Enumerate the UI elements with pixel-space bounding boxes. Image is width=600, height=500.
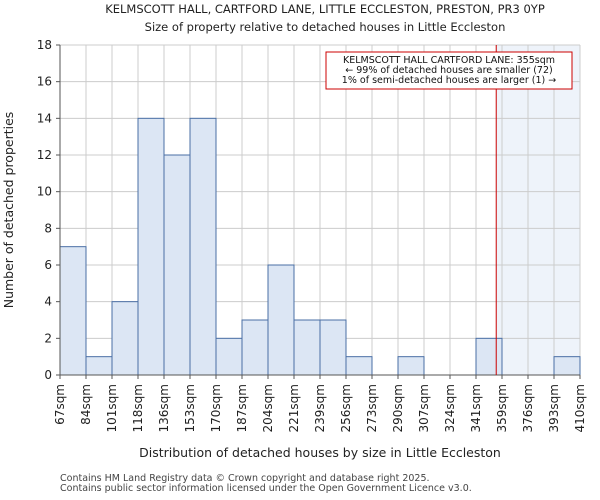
histogram-bar xyxy=(553,356,581,376)
x-tick-label: 187sqm xyxy=(235,384,249,432)
chart-title: KELMSCOTT HALL, CARTFORD LANE, LITTLE EC… xyxy=(105,2,545,16)
x-tick-label: 393sqm xyxy=(547,384,561,432)
footer-line-1: Contains HM Land Registry data © Crown c… xyxy=(60,473,430,484)
y-tick-label: 10 xyxy=(37,185,52,199)
histogram-bar xyxy=(137,117,165,376)
y-tick-label: 6 xyxy=(44,258,52,272)
x-tick-label: 256sqm xyxy=(339,384,353,432)
x-tick-label: 136sqm xyxy=(157,384,171,432)
x-tick-label: 307sqm xyxy=(417,384,431,432)
footer-attribution: Contains HM Land Registry data © Crown c… xyxy=(60,474,472,494)
y-tick-label: 0 xyxy=(44,368,52,382)
x-tick-label: 170sqm xyxy=(209,384,223,432)
histogram-bar xyxy=(267,264,295,376)
y-tick-label: 18 xyxy=(37,38,52,52)
histogram-bar xyxy=(475,337,503,376)
y-axis-label: Number of detached properties xyxy=(1,112,16,309)
x-tick-label: 410sqm xyxy=(573,384,587,432)
annotation-box xyxy=(325,51,573,90)
y-tick-label: 16 xyxy=(37,75,52,89)
histogram-chart: KELMSCOTT HALL, CARTFORD LANE, LITTLE EC… xyxy=(1,2,587,460)
x-tick-label: 376sqm xyxy=(521,384,535,432)
annotation-line: ← 99% of detached houses are smaller (72… xyxy=(345,65,552,76)
y-tick-label: 4 xyxy=(44,295,52,309)
x-axis-label: Distribution of detached houses by size … xyxy=(139,445,501,460)
histogram-bar xyxy=(215,337,243,376)
footer-line-2: Contains public sector information licen… xyxy=(60,483,472,494)
chart-subtitle: Size of property relative to detached ho… xyxy=(145,20,506,34)
x-tick-label: 118sqm xyxy=(131,384,145,432)
y-tick-label: 12 xyxy=(37,148,52,162)
histogram-bar xyxy=(319,319,347,376)
histogram-bar xyxy=(345,356,373,376)
histogram-bar xyxy=(293,319,321,376)
histogram-bar xyxy=(163,154,191,376)
x-tick-label: 359sqm xyxy=(495,384,509,432)
histogram-bar xyxy=(111,301,139,376)
histogram-bar xyxy=(59,246,87,376)
x-tick-label: 101sqm xyxy=(105,384,119,432)
x-tick-label: 239sqm xyxy=(313,384,327,432)
x-tick-label: 153sqm xyxy=(183,384,197,432)
histogram-bar xyxy=(85,356,113,376)
x-tick-label: 290sqm xyxy=(391,384,405,432)
annotation-line: 1% of semi-detached houses are larger (1… xyxy=(342,75,556,86)
y-tick-label: 14 xyxy=(37,111,52,125)
x-tick-label: 341sqm xyxy=(469,384,483,432)
x-tick-label: 84sqm xyxy=(79,384,93,425)
y-tick-label: 2 xyxy=(44,331,52,345)
annotation-line: KELMSCOTT HALL CARTFORD LANE: 355sqm xyxy=(343,55,555,66)
highlight-region xyxy=(496,45,580,375)
x-tick-label: 324sqm xyxy=(443,384,457,432)
plot-area: 0 2 4 6 8 10 12 14 16 18 67sqm 84sqm 101sqm 118sqm 136… xyxy=(37,38,587,432)
x-tick-label: 221sqm xyxy=(287,384,301,432)
x-tick-label: 273sqm xyxy=(365,384,379,432)
histogram-bar xyxy=(189,117,217,376)
x-tick-label: 204sqm xyxy=(261,384,275,432)
histogram-bar xyxy=(397,356,425,376)
y-tick-label: 8 xyxy=(44,221,52,235)
x-tick-label: 67sqm xyxy=(53,384,67,425)
histogram-bar xyxy=(241,319,269,376)
